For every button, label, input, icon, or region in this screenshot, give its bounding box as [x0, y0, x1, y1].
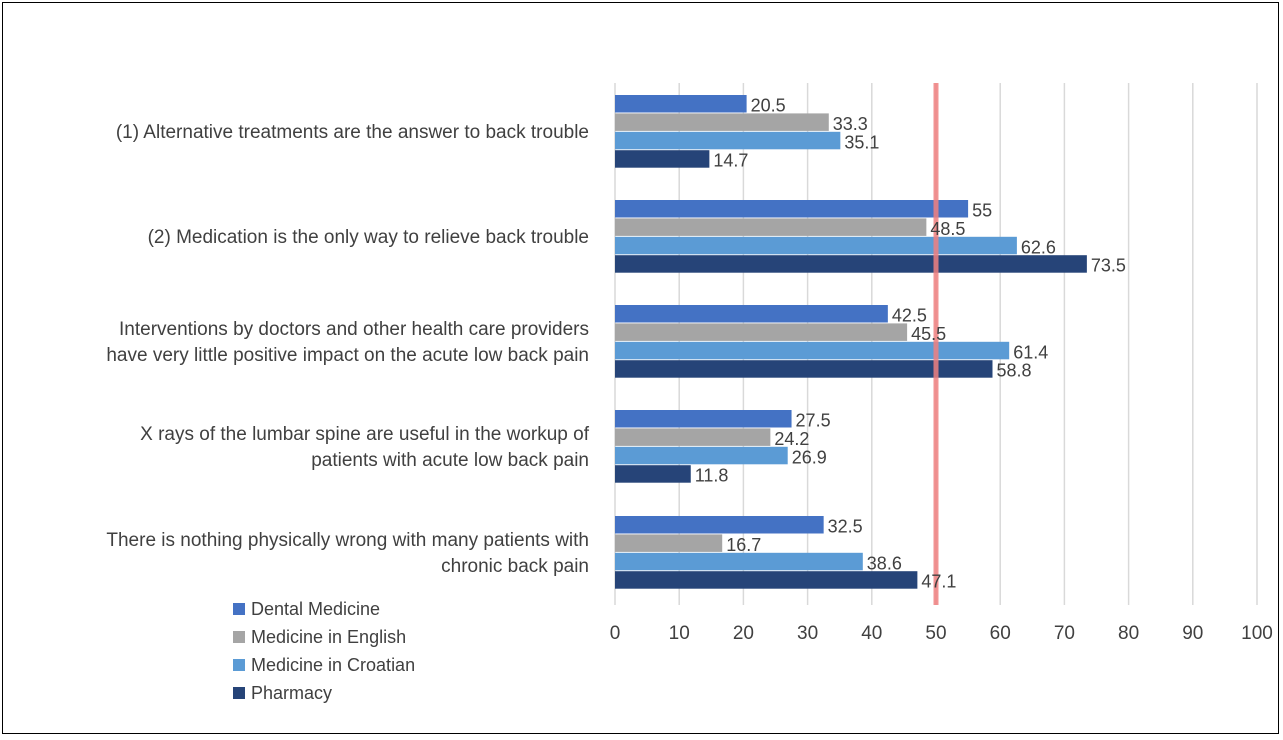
- legend-label: Medicine in Croatian: [251, 655, 415, 675]
- bar: [615, 255, 1087, 273]
- category-label: (2) Medication is the only way to reliev…: [148, 227, 589, 248]
- bar: [615, 113, 829, 131]
- x-tick-label: 20: [733, 623, 754, 644]
- data-label: 61.4: [1013, 342, 1048, 362]
- data-label: 73.5: [1091, 256, 1126, 276]
- data-labels: 20.5 55 42.5 27.5 32.5 33.3 48.5 45.5 24.2 16.7 35…: [695, 96, 1126, 592]
- legend-swatch: [233, 659, 245, 671]
- x-tick-label: 90: [1182, 623, 1203, 644]
- data-label: 42.5: [892, 306, 927, 326]
- legend-swatch: [233, 603, 245, 615]
- category-label: There is nothing physically wrong with m…: [106, 530, 589, 551]
- legend: Dental Medicine Medicine in English Medici…: [233, 599, 415, 703]
- bar: [615, 218, 927, 236]
- data-label: 27.5: [796, 411, 831, 431]
- bar: [615, 516, 824, 534]
- category-labels: (1) Alternative treatments are the answe…: [106, 122, 589, 577]
- data-label: 58.8: [996, 361, 1031, 381]
- legend-swatch: [233, 687, 245, 699]
- category-label: chronic back pain: [441, 556, 589, 577]
- category-label: X rays of the lumbar spine are useful in…: [140, 424, 590, 445]
- bar: [615, 323, 908, 341]
- bar: [615, 360, 993, 378]
- bar: [615, 410, 792, 428]
- data-label: 20.5: [751, 96, 786, 116]
- legend-label: Medicine in English: [251, 627, 406, 647]
- x-tick-label: 70: [1054, 623, 1075, 644]
- bar: [615, 534, 723, 552]
- data-label: 26.9: [792, 447, 827, 467]
- category-label: have very little positive impact on the …: [106, 345, 589, 366]
- bar: [615, 305, 888, 323]
- bar: [615, 428, 771, 446]
- legend-label: Pharmacy: [251, 683, 332, 703]
- data-label: 32.5: [828, 517, 863, 537]
- bar: [615, 150, 710, 168]
- bar: [615, 236, 1017, 255]
- category-label: patients with acute low back pain: [311, 450, 589, 471]
- data-label: 62.6: [1021, 237, 1056, 257]
- x-tick-label: 0: [610, 623, 621, 644]
- bar: [615, 341, 1010, 360]
- x-axis-ticks: 0 10 20 30 40 50 60 70 80 90 100: [610, 623, 1273, 644]
- bar: [615, 95, 747, 113]
- x-tick-label: 100: [1241, 623, 1273, 644]
- x-tick-label: 40: [861, 623, 882, 644]
- category-label: Interventions by doctors and other healt…: [119, 319, 589, 340]
- legend-label: Dental Medicine: [251, 599, 380, 619]
- legend-swatch: [233, 631, 245, 643]
- data-label: 16.7: [726, 535, 761, 555]
- x-tick-label: 30: [797, 623, 818, 644]
- data-label: 35.1: [844, 132, 879, 152]
- x-tick-label: 10: [669, 623, 690, 644]
- bar-chart: 20.5 55 42.5 27.5 32.5 33.3 48.5 45.5 24.2 16.7 35…: [106, 83, 1273, 703]
- bar: [615, 465, 691, 483]
- bar: [615, 552, 863, 571]
- category-label: (1) Alternative treatments are the answe…: [116, 122, 589, 143]
- x-tick-label: 50: [925, 623, 946, 644]
- bar-series: [615, 95, 1087, 589]
- data-label: 11.8: [695, 466, 729, 486]
- data-label: 55: [972, 201, 992, 221]
- bar: [615, 131, 841, 150]
- data-label: 14.7: [713, 151, 748, 171]
- data-label: 48.5: [930, 219, 965, 239]
- data-label: 38.6: [867, 553, 902, 573]
- x-tick-label: 80: [1118, 623, 1139, 644]
- data-label: 33.3: [833, 114, 868, 134]
- bar: [615, 571, 918, 589]
- bar: [615, 446, 788, 465]
- data-label: 24.2: [774, 429, 809, 449]
- data-label: 45.5: [911, 324, 946, 344]
- bar: [615, 200, 969, 218]
- data-label: 47.1: [921, 572, 956, 592]
- x-tick-label: 60: [990, 623, 1011, 644]
